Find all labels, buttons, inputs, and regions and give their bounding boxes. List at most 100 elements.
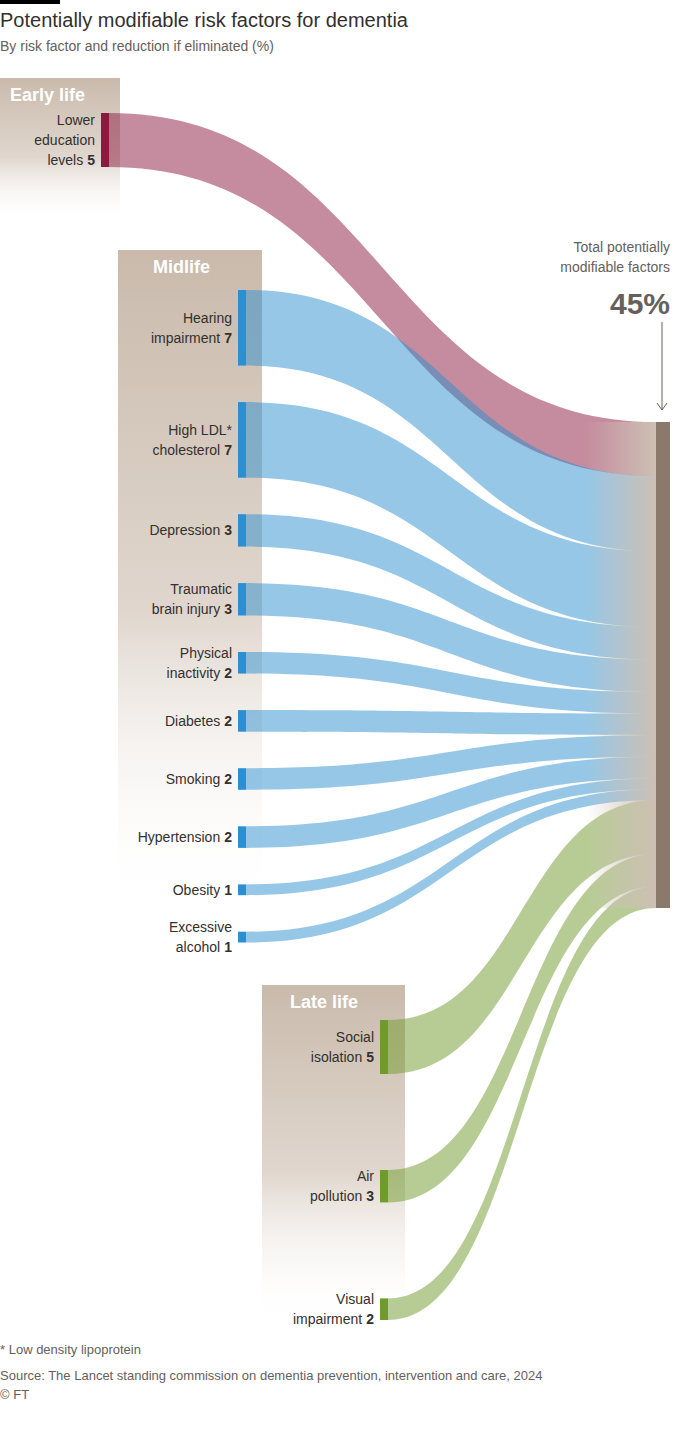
data-label: 7 [224,442,232,458]
flows [109,113,656,1320]
node-label: impairment2 [293,1311,374,1327]
node-label: Traumatic [170,581,232,597]
node-label-text: inactivity [167,665,221,681]
node-label: Obesity1 [173,882,232,898]
node-label: Diabetes2 [165,713,232,729]
arrow-head [657,403,667,410]
node [238,884,246,895]
node [238,402,246,478]
node [380,1020,388,1074]
node [101,113,109,167]
node [238,583,246,615]
node-label-text: Social [336,1029,374,1045]
node-label-text: levels [47,152,83,168]
flow [109,113,656,476]
node-label-text: Hypertension [138,829,221,845]
node-label: Hearing [183,310,232,326]
node-label-text: Obesity [173,882,220,898]
node-label-text: Depression [149,522,220,538]
node-label-text: Lower [57,112,95,128]
data-label: 1 [224,882,232,898]
node-label: impairment7 [151,330,232,346]
node-label-text: impairment [151,330,220,346]
node [380,1170,388,1202]
labels: Early lifeLowereducationlevels5MidlifeHe… [10,85,670,1327]
node-label: Excessive [169,919,232,935]
header-bar [0,0,60,4]
target-area [586,422,670,908]
node-label-text: Air [357,1168,374,1184]
node-label-text: Excessive [169,919,232,935]
subtitle: By risk factor and reduction if eliminat… [0,38,274,54]
node-label-text: cholesterol [153,442,221,458]
data-label: 3 [224,522,232,538]
total-bar [656,422,670,908]
node-label: Air [357,1168,374,1184]
total-value: 45% [610,287,670,320]
node-label-text: isolation [311,1049,362,1065]
node-label-text: pollution [310,1188,362,1204]
node-label: Smoking2 [166,771,232,787]
node-label: alcohol1 [176,939,232,955]
nodes [101,113,388,1320]
arrow-line [662,322,663,410]
source: Source: The Lancet standing commission o… [0,1368,542,1383]
total-label: Total potentially [573,239,670,255]
data-label: 1 [224,939,232,955]
node-label: Physical [180,645,232,661]
node-label: education [34,132,95,148]
node-label-text: Physical [180,645,232,661]
node [238,514,246,546]
copyright: © FT [0,1387,29,1402]
title: Potentially modifiable risk factors for … [0,9,409,31]
node-label: Social [336,1029,374,1045]
node-label: levels5 [47,152,95,168]
node-label-text: Visual [336,1291,374,1307]
data-label: 2 [224,829,232,845]
node-label-text: alcohol [176,939,220,955]
data-label: 2 [224,771,232,787]
node-label: Hypertension2 [138,829,233,845]
node-label-text: High LDL* [168,422,232,438]
node-label-text: Diabetes [165,713,220,729]
data-label: 2 [366,1311,374,1327]
node [238,932,246,943]
data-label: 3 [366,1188,374,1204]
node-label-text: brain injury [152,601,220,617]
node [238,710,246,732]
node [380,1298,388,1320]
stage-name: Midlife [153,257,210,277]
data-label: 3 [224,601,232,617]
data-label: 7 [224,330,232,346]
node [238,290,246,366]
node-label-text: Hearing [183,310,232,326]
stage-box [262,985,405,1325]
target-fade [586,422,656,908]
node-label: Lower [57,112,95,128]
node-label-text: impairment [293,1311,362,1327]
node-label: High LDL* [168,422,232,438]
flow [388,886,656,1320]
footnote: * Low density lipoprotein [0,1342,141,1357]
total-label: modifiable factors [560,259,670,275]
chart: Potentially modifiable risk factors for … [0,0,700,1429]
data-label: 5 [87,152,95,168]
stage-box [118,250,262,910]
node [238,826,246,848]
page: {"chart_data": { "type": "sankey", "titl… [0,0,700,1429]
node-label: cholesterol7 [153,442,233,458]
node-label-text: Smoking [166,771,220,787]
data-label: 2 [224,713,232,729]
node-label: Visual [336,1291,374,1307]
node-label: inactivity2 [167,665,233,681]
node-label: Depression3 [149,522,232,538]
stage-name: Late life [290,992,358,1012]
stage-name: Early life [10,85,85,105]
node-label-text: education [34,132,95,148]
node-label: isolation5 [311,1049,374,1065]
stage-box [0,78,120,223]
data-label: 5 [366,1049,374,1065]
node [238,652,246,674]
node-label-text: Traumatic [170,581,232,597]
node [238,768,246,790]
